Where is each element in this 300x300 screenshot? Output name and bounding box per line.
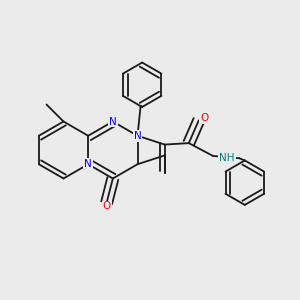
Text: O: O bbox=[103, 201, 111, 212]
Text: N: N bbox=[109, 116, 117, 127]
Text: N: N bbox=[134, 131, 141, 141]
Text: NH: NH bbox=[219, 152, 235, 163]
Text: N: N bbox=[84, 159, 92, 169]
Text: O: O bbox=[200, 113, 208, 123]
